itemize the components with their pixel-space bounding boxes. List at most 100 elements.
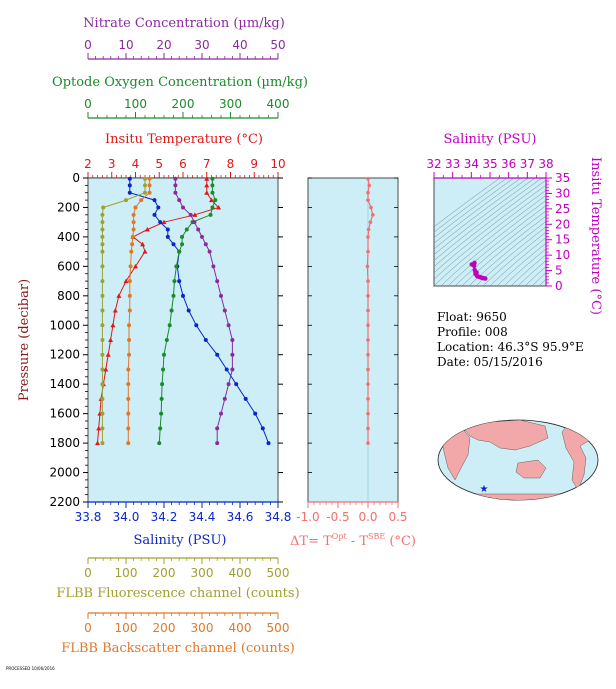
oxygen-point	[171, 293, 176, 298]
backscatter-point	[147, 190, 152, 195]
delta-t-point	[366, 411, 370, 416]
salinity-tick-label: 34.6	[227, 510, 254, 524]
delta-t-point	[366, 338, 370, 342]
delta-t-title-sup2: SBE	[368, 532, 385, 541]
temperature-tick-label: 3	[108, 157, 116, 171]
ts-isopycnal-line	[440, 200, 546, 286]
delta-t-point	[366, 397, 370, 401]
pressure-tick-label: 600	[57, 259, 80, 273]
fluorescence-point	[124, 198, 128, 203]
temperature-point	[112, 308, 118, 313]
fluorescence-tick-label: 400	[229, 566, 252, 580]
profile-series	[95, 176, 271, 446]
backscatter-point	[133, 205, 138, 210]
nitrate-point	[196, 227, 201, 232]
fluorescence-line	[101, 178, 146, 444]
fluorescence-point	[100, 441, 105, 446]
temperature-point	[192, 212, 198, 217]
oxygen-point	[180, 234, 185, 239]
ts-y-tick-label: 0	[555, 279, 563, 293]
profile-date: Date: 05/15/2016	[437, 355, 543, 369]
nitrate-point	[173, 176, 178, 181]
salinity-point	[186, 308, 191, 313]
salinity-point	[194, 323, 199, 328]
delta-t-axis-title: ΔT= TOpt - TSBE (°C)	[290, 532, 416, 549]
nitrate-point	[230, 352, 235, 357]
temperature-tick-label: 4	[132, 157, 140, 171]
delta-t-title-mid: - T	[347, 534, 369, 549]
delta-t-axis: -1.0 -0.5 0.0 0.5	[296, 501, 408, 524]
salinity-point	[156, 205, 161, 210]
fluorescence-point	[143, 190, 147, 195]
ts-isopycnal-line	[434, 178, 543, 261]
ts-isopycnal-line	[510, 254, 546, 286]
processed-footer: PROCESSED 10/06/2016	[6, 666, 55, 671]
nitrate-point	[188, 212, 193, 217]
fluorescence-tick-label: 200	[153, 566, 176, 580]
backscatter-point	[127, 279, 132, 284]
backscatter-tick-label: 200	[153, 621, 176, 635]
delta-t-point	[366, 227, 371, 232]
backscatter-tick-label: 0	[84, 621, 92, 635]
temperature-point	[204, 190, 210, 195]
backscatter-point	[127, 338, 132, 342]
oxygen-point	[160, 382, 165, 387]
ts-isopycnal-line	[538, 278, 546, 286]
oxygen-point	[157, 441, 162, 446]
nitrate-axis-title: Nitrate Concentration (µm/kg)	[83, 16, 285, 31]
ts-x-tick-label: 34	[464, 157, 479, 171]
fluorescence-axis-title: FLBB Fluorescence channel (counts)	[56, 586, 299, 601]
ts-isopycnal-line	[461, 215, 546, 286]
ts-salinity-axis-title: Salinity (PSU)	[444, 132, 537, 147]
nitrate-tick-label: 20	[156, 38, 171, 52]
backscatter-point	[127, 308, 132, 313]
ts-isopycnal-line	[434, 178, 508, 233]
pressure-tick-label: 200	[57, 200, 80, 214]
salinity-tick-label: 34.2	[151, 510, 178, 524]
backscatter-point	[128, 264, 133, 269]
delta-t-title-sup1: Opt	[332, 532, 348, 541]
fluorescence-point	[100, 212, 105, 217]
pressure-tick-label: 2200	[49, 495, 80, 509]
temperature-point	[161, 219, 167, 225]
delta-t-point	[366, 382, 370, 386]
ts-x-tick-label: 32	[426, 157, 441, 171]
delta-t-point	[366, 308, 370, 313]
delta-t-tick-label: 0.5	[388, 510, 407, 524]
backscatter-point	[126, 382, 131, 387]
fluorescence-point	[100, 382, 105, 387]
pressure-tick-label: 2000	[49, 466, 80, 480]
backscatter-point	[126, 441, 131, 446]
pressure-tick-label: 1400	[49, 377, 80, 391]
fluorescence-point	[100, 220, 105, 225]
oxygen-tick-label: 200	[172, 97, 195, 111]
pressure-tick-label: 400	[57, 230, 80, 244]
ts-isopycnal-line	[434, 178, 501, 228]
salinity-point	[171, 242, 176, 247]
temperature-point	[105, 352, 111, 357]
ts-isopycnal-line	[434, 178, 529, 250]
ts-y-tick-label: 25	[555, 202, 570, 216]
ts-isopycnals	[434, 178, 546, 286]
ts-isopycnal-line	[434, 189, 546, 280]
salinity-point	[127, 183, 132, 188]
oxygen-tick-label: 0	[84, 97, 92, 111]
oxygen-point	[167, 323, 172, 328]
fluorescence-point	[143, 176, 147, 181]
ts-isopycnal-line	[447, 205, 546, 286]
nitrate-tick-label: 0	[84, 38, 92, 52]
oxygen-point	[213, 198, 218, 203]
fluorescence-point	[101, 205, 106, 210]
fluorescence-point	[100, 293, 105, 298]
oxygen-point	[208, 212, 213, 217]
temperature-tick-label: 6	[179, 157, 187, 171]
ts-y-tick-label: 20	[555, 217, 570, 231]
nitrate-tick-label: 30	[194, 38, 209, 52]
nitrate-point	[192, 220, 197, 225]
ts-isopycnal-line	[434, 195, 546, 286]
map-land-antarctica	[439, 493, 598, 500]
temperature-point	[142, 249, 148, 254]
temperature-point	[204, 176, 210, 181]
oxygen-point	[210, 205, 215, 210]
